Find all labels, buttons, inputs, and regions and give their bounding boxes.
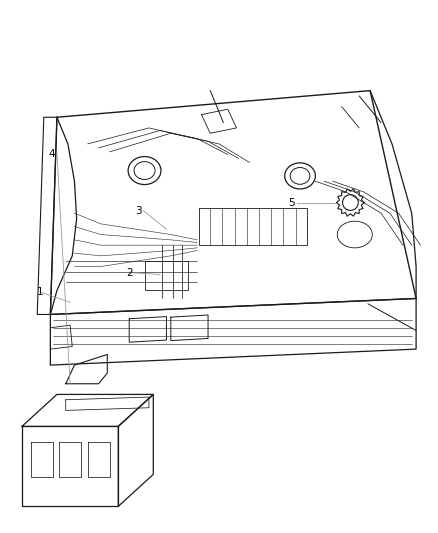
Text: 4: 4 xyxy=(48,149,55,158)
Text: 3: 3 xyxy=(134,206,141,215)
Text: 2: 2 xyxy=(126,268,133,278)
Text: 1: 1 xyxy=(37,287,44,297)
Text: 5: 5 xyxy=(288,198,295,208)
